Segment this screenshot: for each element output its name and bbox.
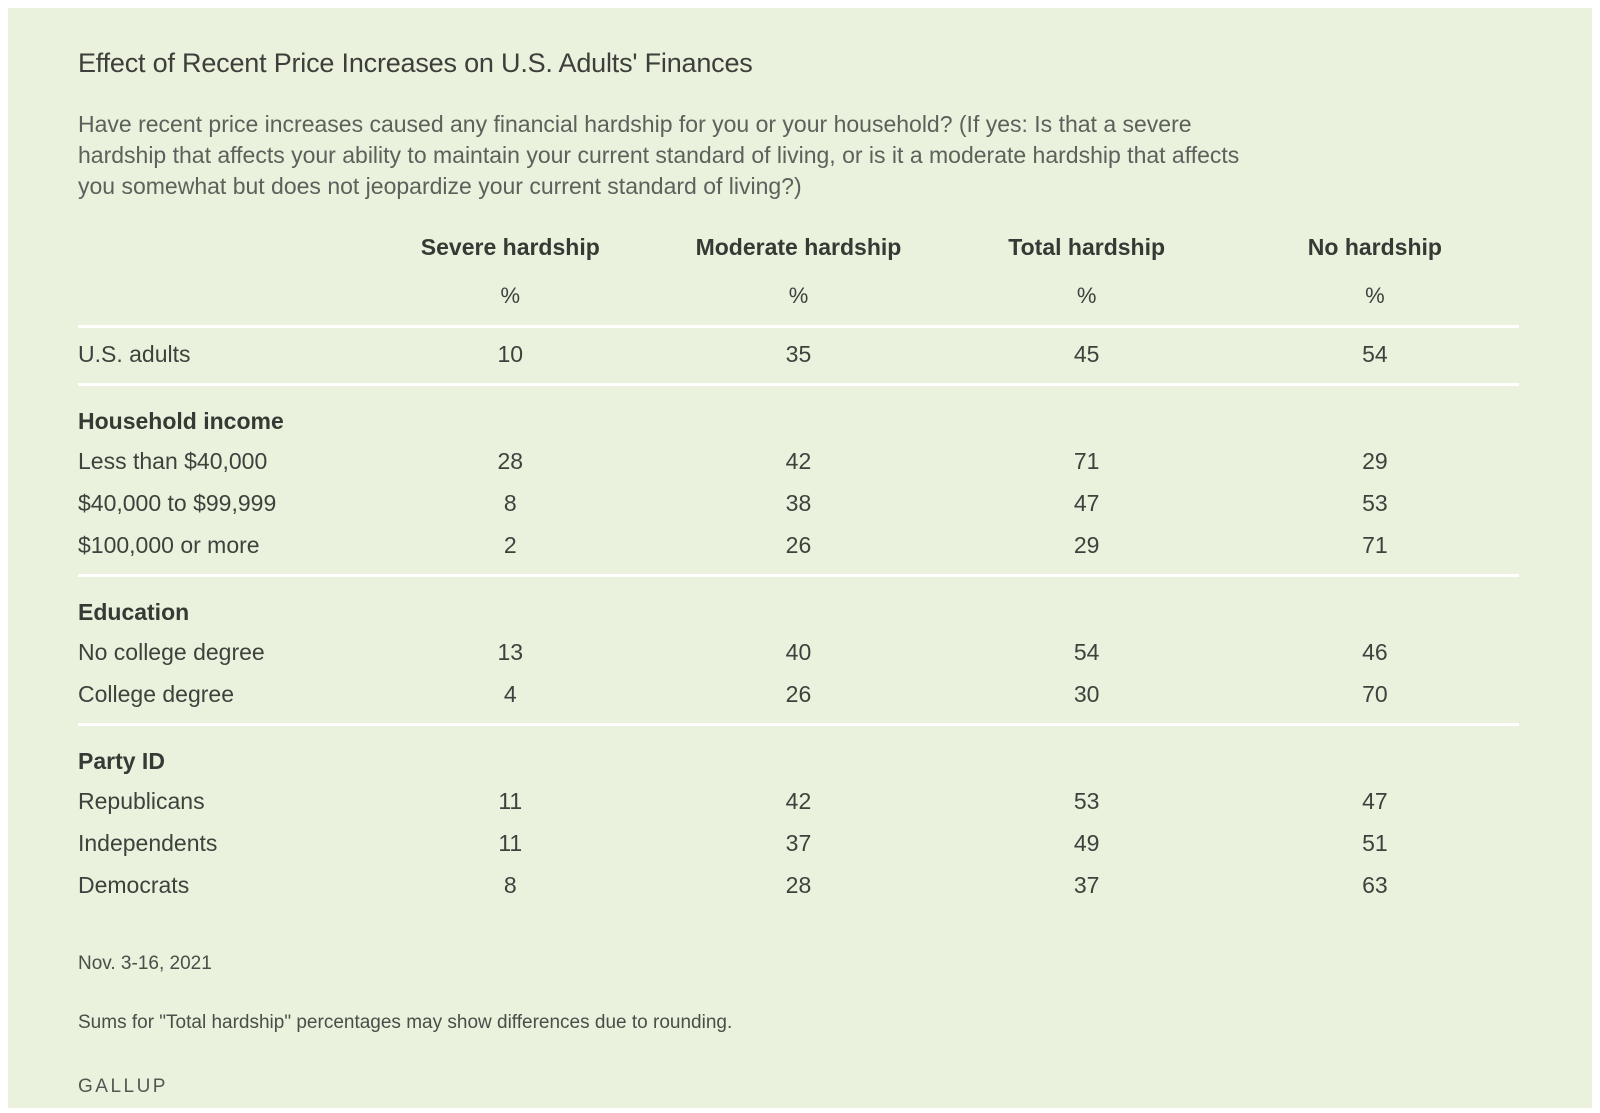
column-header-total-hardship: Total hardship [1008, 234, 1166, 260]
value-cell: 42 [785, 788, 812, 814]
row-label: Independents [78, 830, 218, 856]
value-cell: 11 [498, 788, 523, 814]
value-cell: 40 [785, 639, 812, 665]
value-cell: 47 [1362, 788, 1388, 814]
group-header-label: Household income [78, 408, 284, 434]
value-cell: 53 [1362, 490, 1388, 516]
table-row: Republicans 11 42 53 47 [78, 781, 1519, 823]
value-cell: 54 [1073, 639, 1100, 665]
row-label: $100,000 or more [78, 525, 367, 577]
row-label: College degree [78, 674, 367, 726]
group-header-row: Education [78, 576, 1519, 633]
value-cell: 46 [1362, 639, 1388, 665]
group-header-label: Education [78, 599, 190, 625]
value-cell: 71 [1230, 525, 1519, 577]
value-cell: 71 [1073, 448, 1100, 474]
value-cell: 29 [1362, 448, 1388, 474]
footer: Nov. 3-16, 2021 Sums for "Total hardship… [78, 953, 1522, 1098]
value-cell: 42 [785, 448, 812, 474]
value-cell: 28 [785, 872, 812, 898]
unit-label: % [942, 275, 1231, 328]
value-cell: 45 [942, 326, 1231, 386]
group-header-label: Party ID [78, 748, 165, 774]
unit-label: % [366, 275, 655, 328]
value-cell: 63 [1362, 872, 1388, 898]
table-row: $40,000 to $99,999 8 38 47 53 [78, 483, 1519, 525]
value-cell: 2 [366, 525, 655, 577]
group-header-row: Party ID [78, 725, 1519, 782]
table-row: Democrats 8 28 37 63 [78, 865, 1519, 907]
row-label: No college degree [78, 639, 265, 665]
page-title: Effect of Recent Price Increases on U.S.… [78, 48, 753, 78]
column-header-no-hardship: No hardship [1307, 234, 1442, 260]
row-label: $40,000 to $99,999 [78, 490, 277, 516]
table-row: Less than $40,000 28 42 71 29 [78, 441, 1519, 483]
value-cell: 8 [503, 490, 517, 516]
row-label-header-spacer [78, 228, 366, 275]
value-cell: 38 [785, 490, 812, 516]
value-cell: 70 [1230, 674, 1519, 726]
value-cell: 37 [1073, 872, 1100, 898]
unit-label: % [654, 275, 943, 328]
table-row: $100,000 or more 2 26 29 71 [78, 525, 1519, 577]
table-header: Severe hardship Moderate hardship Total … [78, 228, 1519, 328]
unit-row: % % % % [78, 275, 1519, 328]
unit-label: % [1230, 275, 1519, 328]
value-cell: 4 [366, 674, 655, 726]
value-cell: 11 [498, 830, 523, 856]
unit-spacer [78, 275, 367, 328]
value-cell: 37 [785, 830, 812, 856]
value-cell: 49 [1073, 830, 1100, 856]
rounding-footnote: Sums for "Total hardship" percentages ma… [78, 1012, 733, 1033]
value-cell: 54 [1230, 326, 1519, 386]
value-cell: 29 [942, 525, 1231, 577]
row-label: U.S. adults [78, 326, 367, 386]
value-cell: 53 [1073, 788, 1100, 814]
column-header-severe-hardship: Severe hardship [420, 234, 600, 260]
table-row: College degree 4 26 30 70 [78, 674, 1519, 726]
column-header-moderate-hardship: Moderate hardship [695, 234, 902, 260]
row-label: Republicans [78, 788, 205, 814]
row-label: Democrats [78, 872, 190, 898]
row-label: Less than $40,000 [78, 448, 268, 474]
value-cell: 28 [497, 448, 524, 474]
table-row: Independents 11 37 49 51 [78, 823, 1519, 865]
value-cell: 26 [654, 674, 943, 726]
report-card: Effect of Recent Price Increases on U.S.… [8, 8, 1592, 1108]
table-row: U.S. adults 10 35 45 54 [78, 326, 1519, 386]
survey-question-text: Have recent price increases caused any f… [78, 111, 1240, 199]
value-cell: 26 [654, 525, 943, 577]
group-header-row: Household income [78, 385, 1519, 442]
survey-date: Nov. 3-16, 2021 [78, 953, 212, 974]
value-cell: 13 [497, 639, 524, 665]
value-cell: 10 [366, 326, 655, 386]
value-cell: 47 [1073, 490, 1100, 516]
value-cell: 8 [503, 872, 517, 898]
gallup-brand-label: GALLUP [78, 1076, 168, 1097]
hardship-table: Severe hardship Moderate hardship Total … [78, 228, 1519, 907]
column-header-row: Severe hardship Moderate hardship Total … [78, 228, 1519, 275]
value-cell: 30 [942, 674, 1231, 726]
table-row: No college degree 13 40 54 46 [78, 632, 1519, 674]
value-cell: 51 [1362, 830, 1388, 856]
table-body: U.S. adults 10 35 45 54 Household income Less … [78, 326, 1519, 908]
value-cell: 35 [654, 326, 943, 386]
